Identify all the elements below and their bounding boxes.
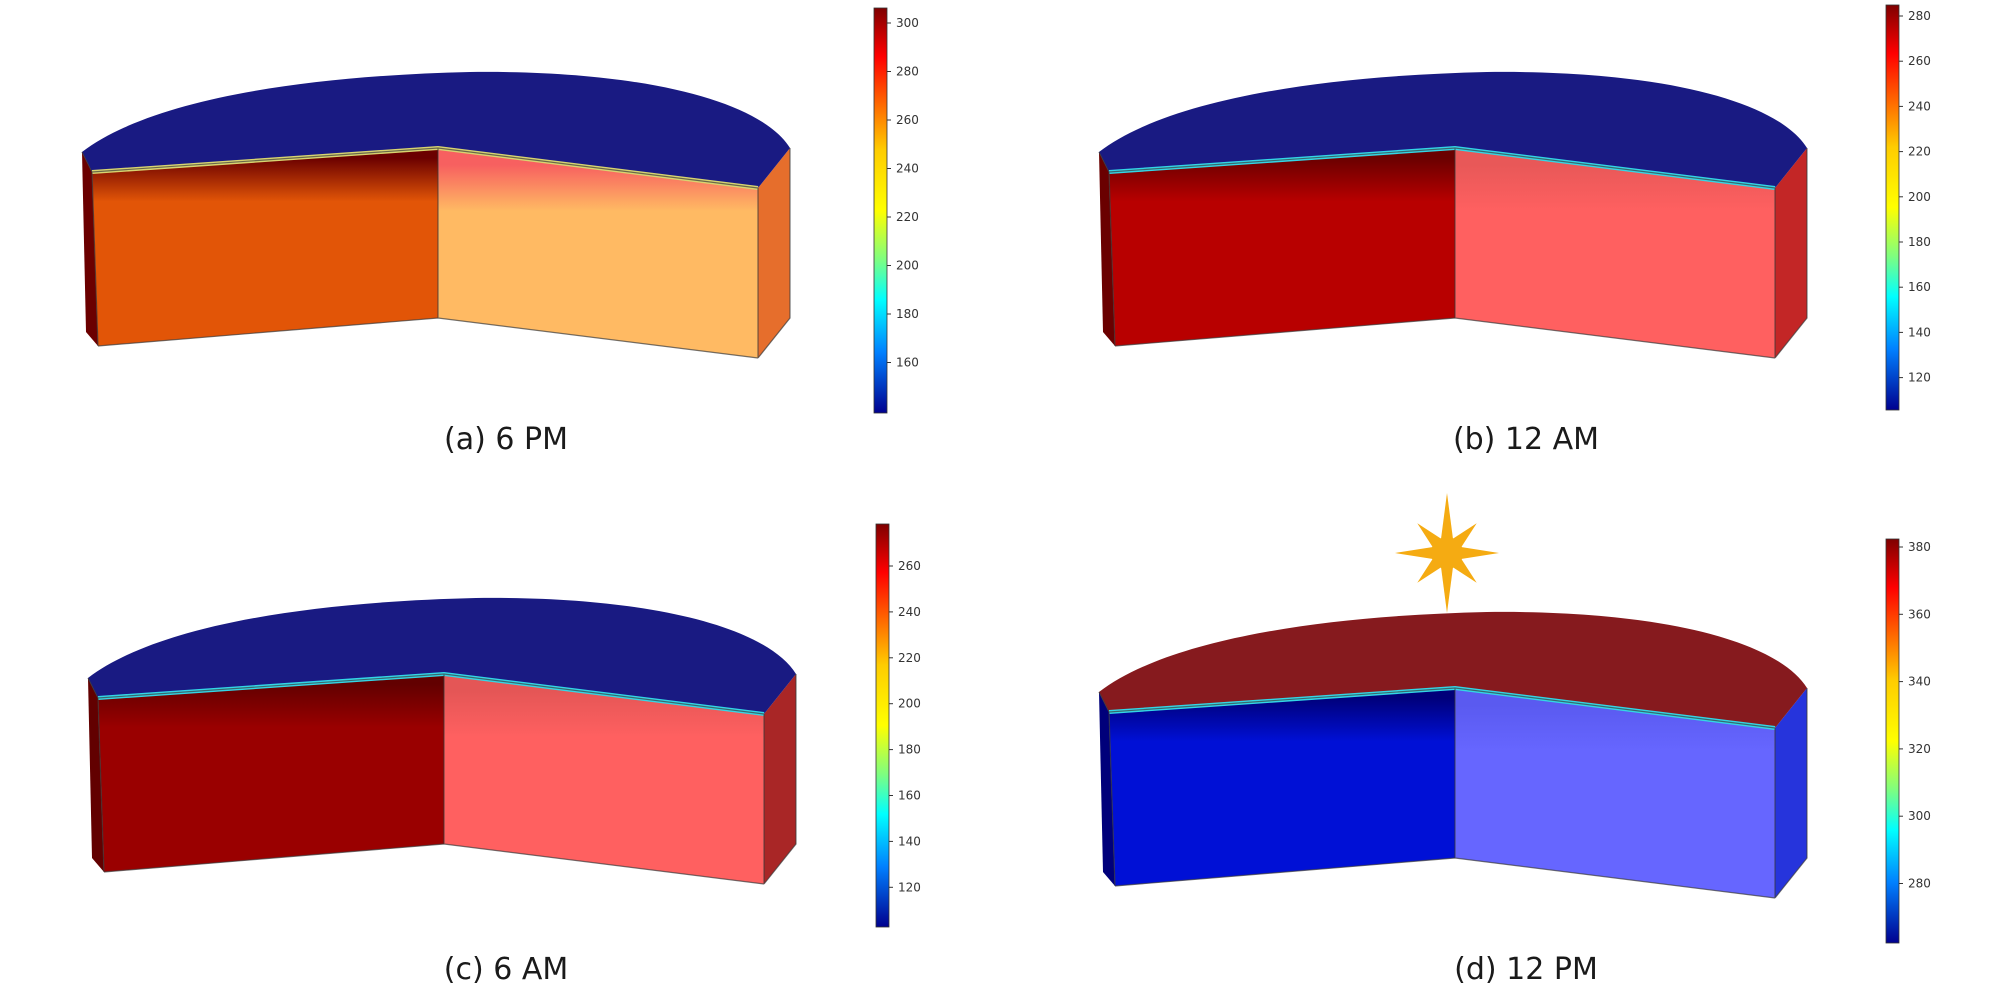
sun-icon [1395,493,1499,613]
left-cut-face [1109,148,1455,346]
right-outer-face [1775,148,1807,358]
colorbar-tick-label: 240 [1908,99,1931,113]
colorbar-tick-label: 160 [1908,280,1931,294]
colorbar-gradient [1885,4,1900,411]
colorbar-tick-label: 220 [1908,145,1931,159]
colorbar-a: 300 280 260 240 220 200 180 160 [873,7,919,414]
sun-disc [1431,537,1463,569]
colorbar-tick-label: 240 [896,162,919,176]
left-outer-face [88,678,104,872]
edge-outline [1098,147,1808,359]
colorbar-tick-label: 160 [896,356,919,370]
colorbar-tick-label: 280 [1908,877,1931,891]
panel-c [87,597,797,885]
colorbar-tick-label: 180 [898,743,921,757]
colorbar-tick-label: 260 [898,559,921,573]
colorbar-tick-label: 140 [898,834,921,848]
right-outer-face [758,148,790,358]
sun-ray [1395,547,1433,559]
colorbar-tick-label: 140 [1908,325,1931,339]
colorbar-tick-label: 120 [1908,371,1931,385]
colorbar-tick-label: 260 [1908,54,1931,68]
colorbar-b: 280 260 240 220 200 180 160 140 120 [1885,4,1931,411]
colorbar-d: 380 360 340 320 300 280 [1885,538,1931,944]
panel-b [1098,71,1808,359]
left-outer-face [82,152,98,346]
left-cut-face [98,674,444,872]
left-outer-face [1099,692,1115,886]
colorbar-tick-label: 380 [1908,540,1931,554]
right-outer-face [1775,688,1807,898]
right-outer-face [764,674,796,884]
sun-ray [1417,523,1442,548]
colorbar-tick-label: 340 [1908,675,1931,689]
sun-ray [1417,558,1442,583]
colorbar-tick-label: 160 [898,789,921,803]
left-cut-face [1109,688,1455,886]
panel-a [81,71,791,359]
caption-b: (b) 12 AM [1452,422,1600,457]
colorbar-tick-label: 200 [1908,190,1931,204]
colorbar-tick-label: 280 [896,65,919,79]
colorbar-tick-label: 200 [898,697,921,711]
sun-ray [1452,523,1477,548]
colorbar-tick-label: 300 [896,16,919,30]
sun-ray [1452,558,1477,583]
edge-outline [81,147,791,359]
left-cut-face [92,148,438,346]
colorbar-tick-label: 300 [1908,809,1931,823]
colorbar-tick-label: 180 [896,307,919,321]
right-cut-face [1455,688,1775,898]
panel-d [1098,611,1808,899]
colorbar-tick-label: 180 [1908,235,1931,249]
colorbar-gradient [873,7,888,414]
right-cut-face [444,674,764,884]
caption-c: (c) 6 AM [443,952,569,987]
colorbar-tick-label: 220 [896,210,919,224]
colorbar-tick-label: 360 [1908,607,1931,621]
colorbar-tick-label: 280 [1908,9,1931,23]
sun-ray [1441,567,1453,613]
right-cut-face [438,148,758,358]
left-outer-face [1099,152,1115,346]
sun-ray [1461,547,1499,559]
caption-a: (a) 6 PM [444,422,568,457]
edge-outline [87,673,797,885]
colorbar-tick-label: 200 [896,259,919,273]
colorbar-tick-label: 120 [898,880,921,894]
colorbar-gradient [875,523,890,928]
colorbar-c: 260 240 220 200 180 160 140 120 [875,523,921,928]
colorbar-tick-label: 320 [1908,742,1931,756]
colorbar-gradient [1885,538,1900,944]
caption-d: (d) 12 PM [1454,952,1598,987]
colorbar-tick-label: 240 [898,605,921,619]
colorbar-tick-label: 220 [898,651,921,665]
edge-outline [1098,687,1808,899]
sun-ray [1441,493,1453,539]
right-cut-face [1455,148,1775,358]
colorbar-tick-label: 260 [896,113,919,127]
